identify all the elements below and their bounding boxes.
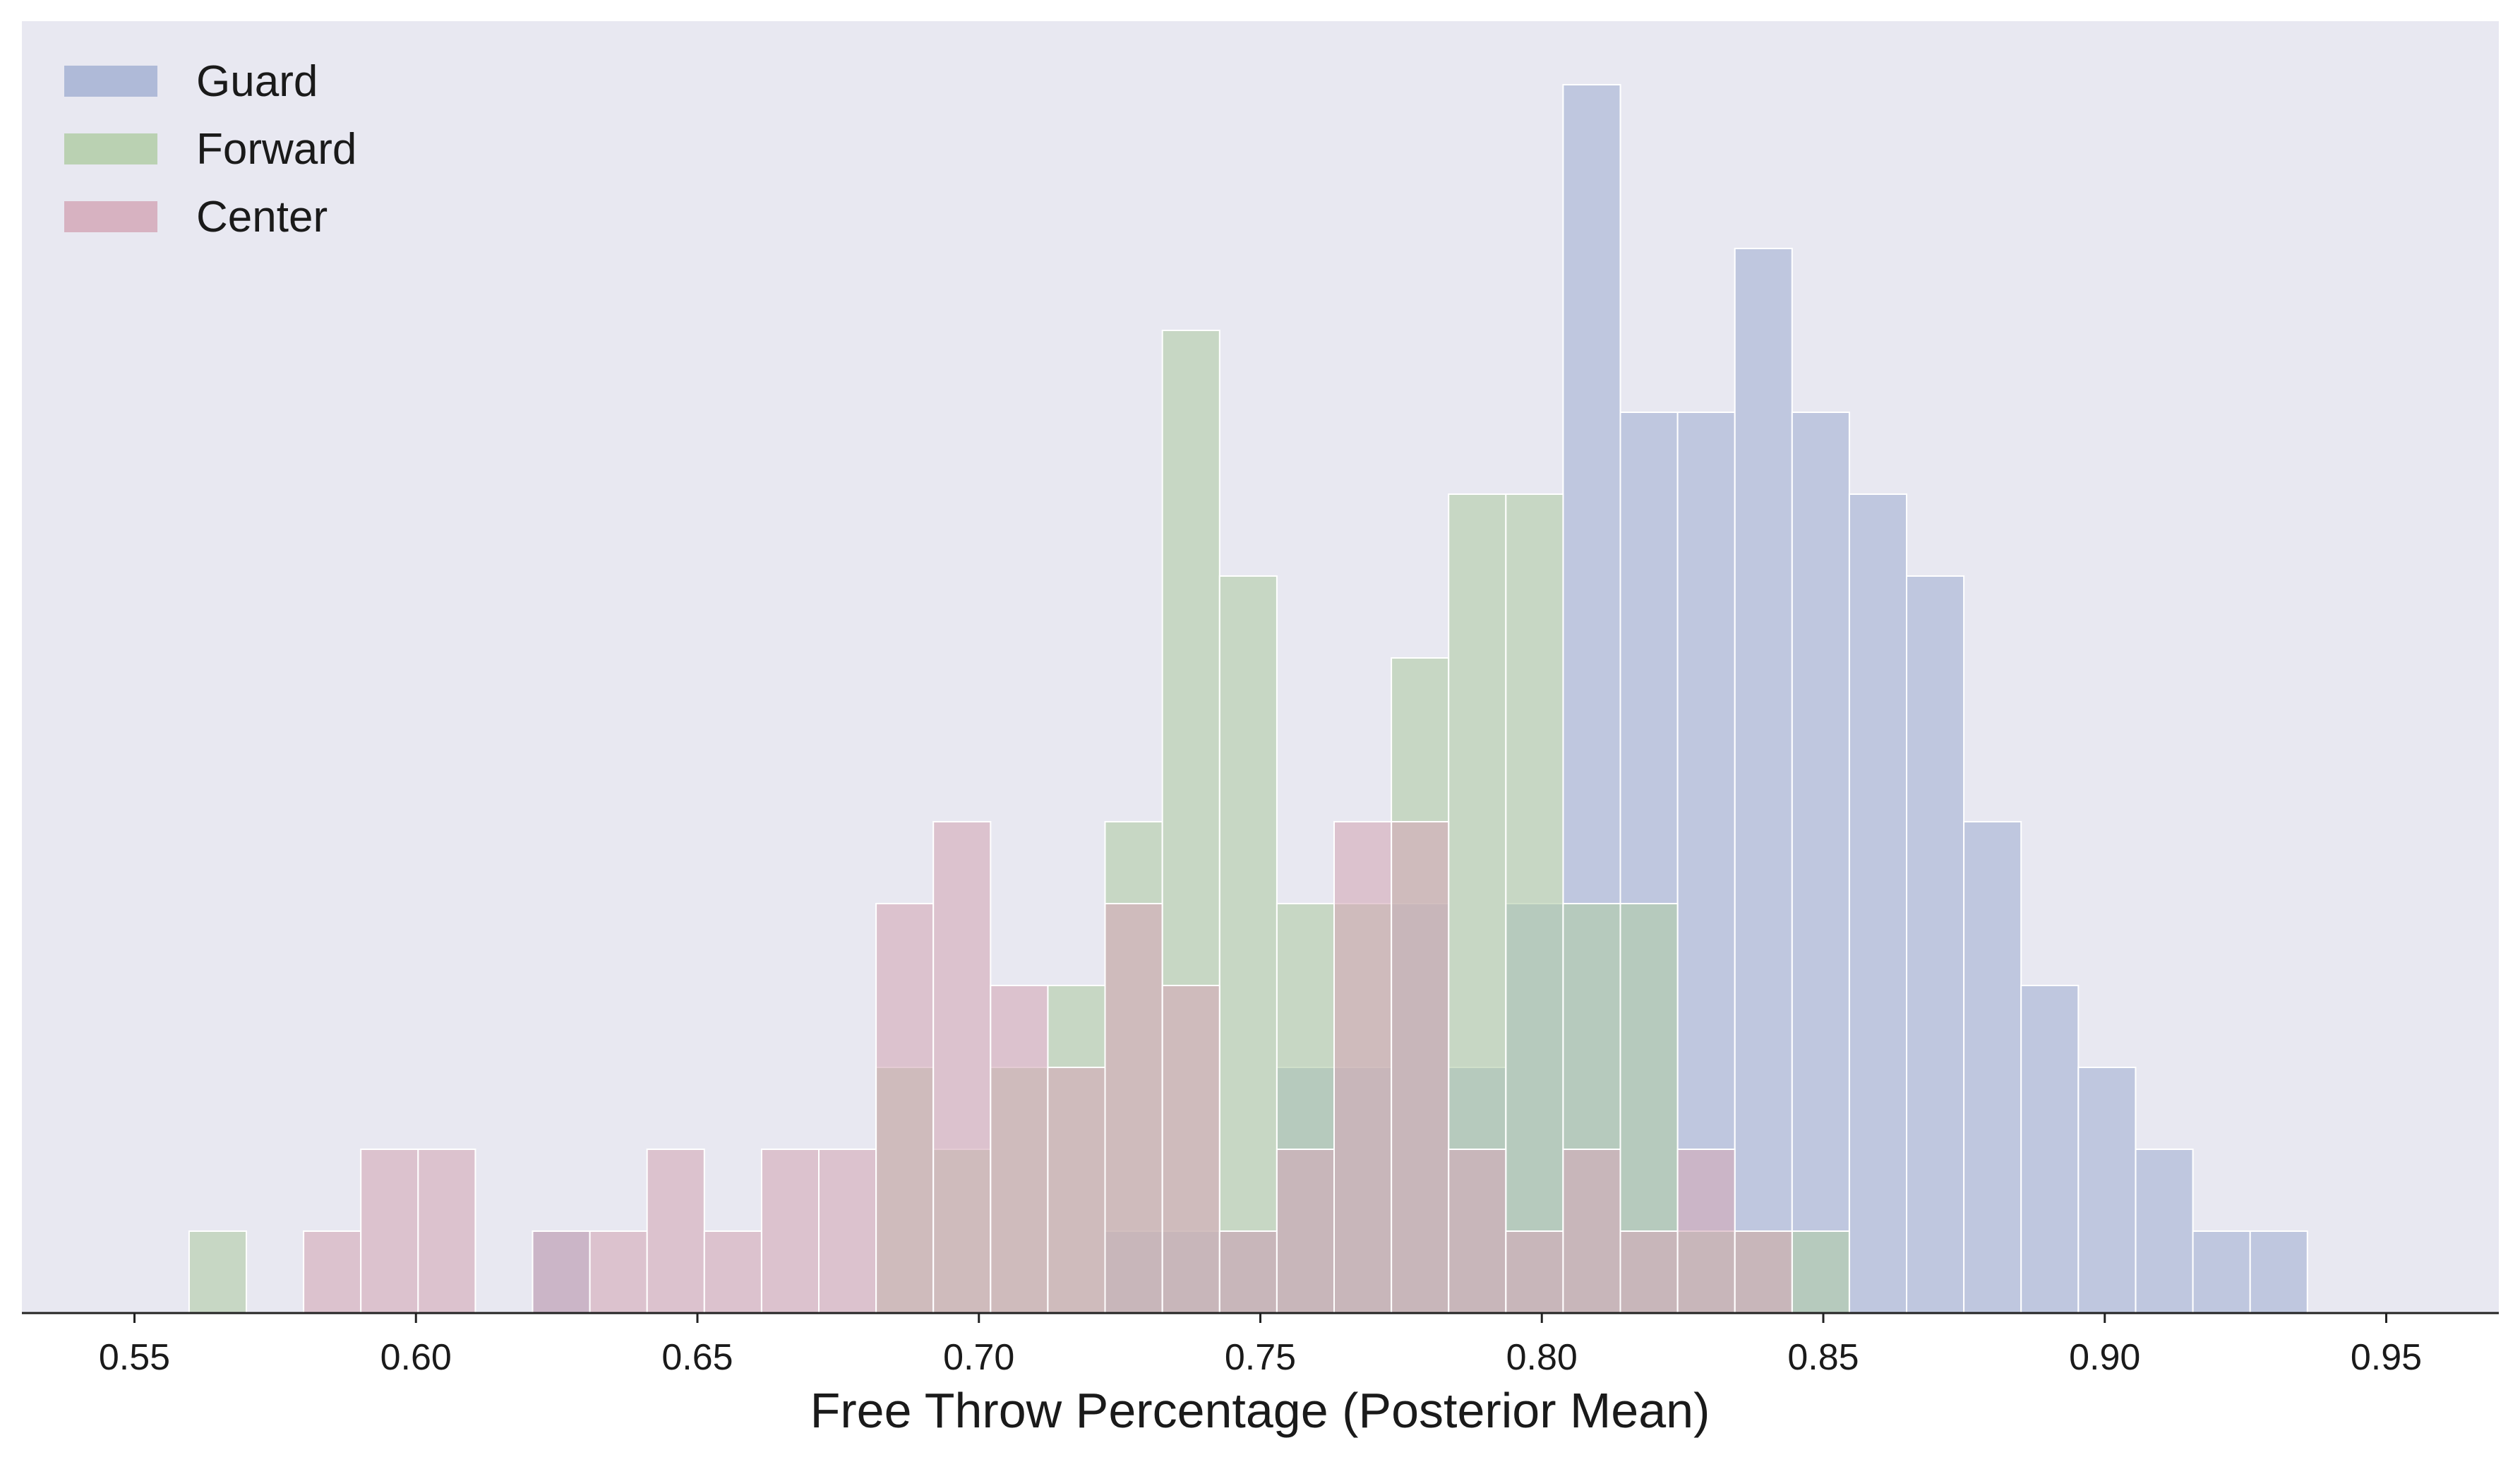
bar-center-6 — [532, 1230, 591, 1314]
bar-center-24 — [1562, 1149, 1621, 1314]
x-tick-label-1: 0.60 — [380, 1337, 452, 1378]
bar-guard-36 — [2249, 1230, 2308, 1314]
legend-label-guard: Guard — [196, 57, 318, 106]
bar-center-27 — [1734, 1230, 1793, 1314]
bar-center-13 — [932, 821, 992, 1314]
bar-guard-27 — [1734, 248, 1793, 1314]
bar-center-20 — [1333, 821, 1393, 1314]
x-tick-label-3: 0.70 — [943, 1337, 1014, 1378]
bar-center-15 — [1047, 1067, 1106, 1314]
bar-center-14 — [990, 985, 1049, 1314]
bar-center-7 — [589, 1230, 648, 1314]
bar-guard-35 — [2192, 1230, 2251, 1314]
bar-forward-28 — [1791, 1230, 1850, 1314]
x-tick-label-4: 0.75 — [1225, 1337, 1296, 1378]
bar-guard-33 — [2077, 1067, 2137, 1314]
bar-center-18 — [1218, 1230, 1278, 1314]
x-tick-label-8: 0.95 — [2351, 1337, 2422, 1378]
legend-swatch-center — [64, 201, 157, 232]
bar-center-22 — [1448, 1149, 1507, 1314]
bar-center-11 — [818, 1149, 877, 1314]
bar-guard-34 — [2135, 1149, 2194, 1314]
bar-guard-30 — [1906, 575, 1965, 1314]
bar-guard-29 — [1848, 493, 1907, 1314]
x-tick-label-6: 0.85 — [1787, 1337, 1859, 1378]
bar-forward-0 — [188, 1230, 247, 1314]
bar-forward-23 — [1505, 493, 1564, 1314]
bar-center-2 — [303, 1230, 362, 1314]
x-tick-label-0: 0.55 — [99, 1337, 170, 1378]
bar-center-26 — [1676, 1149, 1736, 1314]
bar-center-23 — [1505, 1230, 1564, 1314]
legend-swatch-forward — [64, 133, 157, 164]
legend-label-center: Center — [196, 193, 328, 241]
legend-swatch-guard — [64, 66, 157, 97]
bar-center-10 — [760, 1149, 820, 1314]
bar-center-9 — [703, 1230, 762, 1314]
bar-center-4 — [417, 1149, 476, 1314]
x-tick-label-7: 0.90 — [2069, 1337, 2140, 1378]
bar-guard-28 — [1791, 412, 1850, 1314]
legend: Guard Forward Center — [64, 57, 356, 241]
x-ticks: 0.55 0.60 0.65 0.70 0.75 0.80 0.85 0.90 0.95 — [99, 1313, 2422, 1378]
bar-center-16 — [1104, 903, 1163, 1314]
bar-center-8 — [646, 1149, 705, 1314]
x-tick-label-2: 0.65 — [661, 1337, 733, 1378]
bar-guard-32 — [2020, 985, 2080, 1314]
legend-label-forward: Forward — [196, 125, 356, 174]
bar-center-17 — [1161, 985, 1220, 1314]
x-axis-title: Free Throw Percentage (Posterior Mean) — [810, 1383, 1710, 1438]
bar-guard-31 — [1963, 821, 2022, 1314]
x-tick-label-5: 0.80 — [1506, 1337, 1578, 1378]
bars-layer — [188, 84, 2308, 1314]
bar-forward-18 — [1218, 575, 1278, 1314]
bar-center-21 — [1391, 821, 1450, 1314]
bar-center-25 — [1619, 1230, 1679, 1314]
bar-center-12 — [875, 903, 935, 1314]
bar-center-19 — [1276, 1149, 1336, 1314]
bar-center-3 — [360, 1149, 419, 1314]
